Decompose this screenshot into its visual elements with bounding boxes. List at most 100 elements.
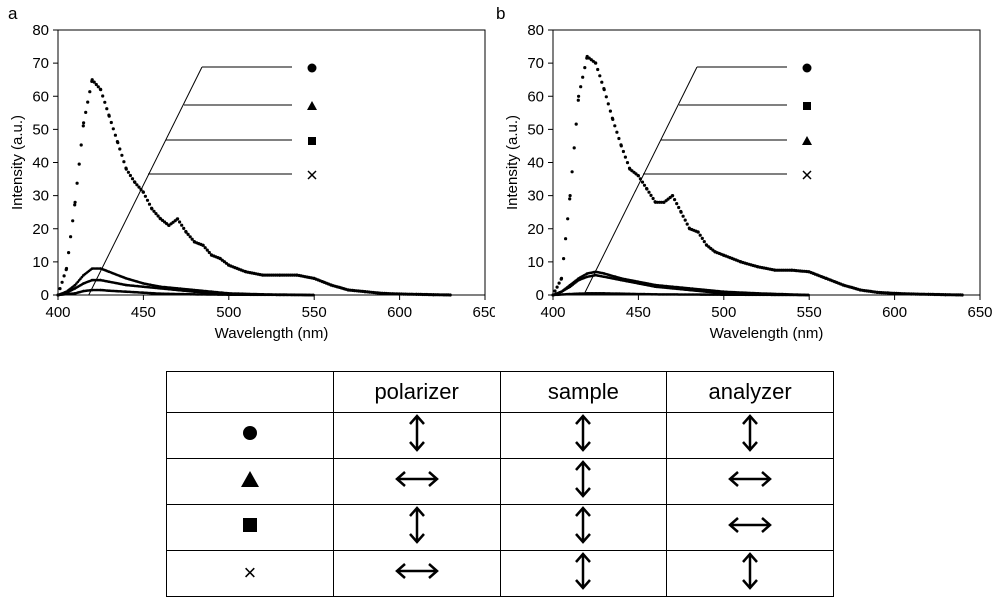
sample-cell <box>499 458 668 505</box>
chart-b-data-point <box>581 75 585 79</box>
chart-b-xtick-label: 550 <box>797 304 822 321</box>
chart-a-data-point <box>101 94 105 98</box>
chart-a-data-point <box>178 220 182 224</box>
chart-a-data-point <box>126 170 130 174</box>
chart-b-data-point <box>625 161 630 165</box>
chart-b-data-point <box>576 98 580 102</box>
chart-a-data-point <box>182 226 186 230</box>
chart-a-data-point <box>58 287 62 291</box>
chart-b-data-point <box>698 233 702 237</box>
chart-b-legend-marker <box>802 136 812 145</box>
square-symbol-icon <box>242 518 257 532</box>
chart-b-data-point <box>613 124 617 128</box>
chart-b-data-point <box>608 109 612 113</box>
vertical-arrow-icon <box>742 552 759 590</box>
symbol-cell <box>166 504 334 551</box>
chart-a-data-point <box>188 235 192 239</box>
chart-a-data-point <box>88 90 92 94</box>
chart-b-data-point <box>681 214 685 218</box>
chart-b-data-point <box>673 198 677 202</box>
chart-b-data-point <box>568 194 572 198</box>
chart-b-data-point <box>572 146 576 150</box>
chart-a-data-point <box>141 190 145 194</box>
circle-symbol-icon <box>242 426 257 440</box>
sample-cell <box>499 504 668 551</box>
chart-a-data-point <box>69 235 73 239</box>
chart-b-data-point <box>617 136 621 141</box>
analyzer-cell <box>666 412 834 459</box>
chart-a-data-point <box>147 202 152 206</box>
chart-a-data-point <box>111 127 115 131</box>
header-polarizer: polarizer <box>332 371 501 413</box>
chart-b-ytick-label: 70 <box>527 55 544 72</box>
chart-b-data-point <box>645 187 649 191</box>
chart-a-data-point <box>143 194 147 198</box>
chart-a-data-point <box>60 280 64 284</box>
chart-a-ytick-label: 10 <box>32 254 49 271</box>
analyzer-cell <box>666 458 834 505</box>
chart-a-ytick-label: 0 <box>41 287 49 304</box>
chart-b-data-point <box>604 95 608 99</box>
chart-a-data-point <box>113 133 117 137</box>
chart-b-data-point <box>564 237 568 241</box>
chart-a-data-point <box>103 100 107 104</box>
polarizer-cell <box>332 504 501 551</box>
symbol-cell <box>166 458 334 505</box>
analyzer-cell <box>666 550 834 597</box>
chart-a-data-point <box>99 88 103 92</box>
cross-symbol-icon: × <box>243 560 257 585</box>
chart-b-data-point <box>611 117 615 121</box>
chart-a-legend-marker <box>308 137 316 145</box>
chart-a-data-point <box>94 82 98 87</box>
chart-a-data-point <box>130 177 135 181</box>
chart-a-ytick-label: 40 <box>32 155 49 172</box>
chart-b-data-point <box>619 144 623 148</box>
table-header-row: polarizer sample analyzer <box>166 371 834 413</box>
table-row: × <box>166 550 834 597</box>
chart-a-xtick-label: 550 <box>302 304 327 321</box>
chart-a: 0 10 20 30 40 50 60 70 80 400 450 500 550 600 650 Wavel… <box>9 22 495 342</box>
chart-b-data-point <box>647 190 651 194</box>
chart-a-y-axis-label: Intensity (a.u.) <box>9 115 26 210</box>
chart-b-data-point <box>555 285 559 289</box>
chart-a-data-point <box>152 209 156 213</box>
chart-b-data-point <box>671 194 675 198</box>
chart-b-data-point <box>606 102 610 106</box>
chart-a-data-point <box>180 223 184 227</box>
chart-b-data-point <box>553 289 557 293</box>
chart-a-data-point <box>90 78 94 82</box>
header-blank <box>166 371 334 413</box>
vertical-arrow-icon <box>408 414 425 452</box>
sample-cell <box>499 550 668 597</box>
chart-b-data-point <box>577 94 581 98</box>
chart-b: 0 10 20 30 40 50 60 70 80 400 450 500 550 600 650 Wavel… <box>504 22 993 342</box>
chart-b-data-point <box>579 85 583 89</box>
chart-a-data-point <box>67 251 71 255</box>
chart-b-data-point <box>960 293 964 297</box>
analyzer-cell <box>666 504 834 551</box>
symbol-cell <box>166 412 334 459</box>
chart-b-legend-leader <box>583 66 698 296</box>
panel-label-a: a <box>8 4 18 23</box>
chart-a-data-point <box>448 293 452 297</box>
table-row <box>166 458 834 505</box>
chart-b-data-point <box>640 180 645 184</box>
chart-a-data-point <box>79 143 83 147</box>
chart-b-data-point <box>566 217 570 221</box>
chart-b-data-point <box>615 130 619 134</box>
vertical-arrow-icon <box>575 506 592 544</box>
chart-a-data-point <box>133 180 137 184</box>
triangle-symbol-icon <box>240 471 259 487</box>
table-row <box>166 412 834 459</box>
chart-a-data-point <box>203 246 207 250</box>
chart-b-data-point <box>677 205 681 210</box>
table-body: × <box>166 412 834 597</box>
chart-a-ytick-label: 30 <box>32 188 49 205</box>
chart-b-data-point <box>600 80 604 84</box>
chart-a-ytick-label: 70 <box>32 55 49 72</box>
chart-a-data-point <box>107 114 111 118</box>
header-sample: sample <box>499 371 668 413</box>
horizontal-arrow-icon <box>394 563 439 579</box>
chart-b-legend-marker <box>802 170 812 180</box>
condition-table: polarizer sample analyzer × <box>166 371 834 597</box>
